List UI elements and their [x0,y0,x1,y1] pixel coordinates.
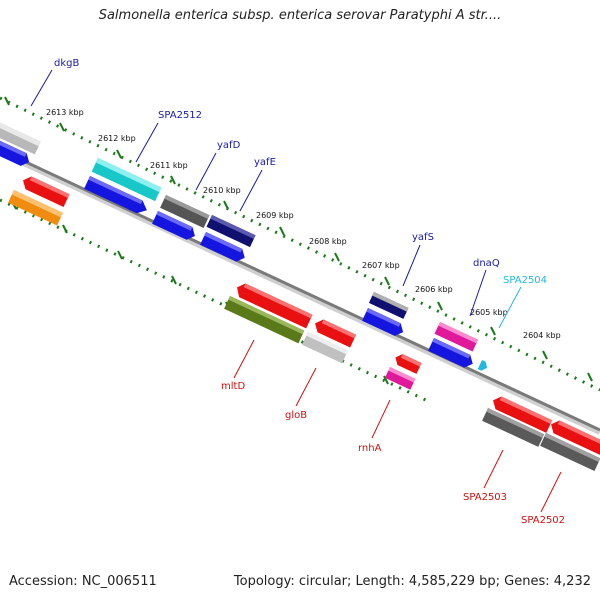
gene-feature[interactable] [160,195,210,228]
gene-feature[interactable] [302,332,348,364]
gene-feature[interactable] [477,360,489,372]
forward-genes [0,117,489,372]
genome-title: Salmonella enterica subsp. enterica sero… [98,8,502,23]
gene-label-yafS[interactable]: yafS [412,232,434,243]
gene-feature[interactable] [362,308,406,338]
genome-summary-text: Topology: circular; Length: 4,585,229 bp… [233,574,591,589]
gene-label-gloB[interactable]: gloB [285,410,307,421]
gene-feature[interactable] [482,408,545,447]
gene-feature[interactable] [434,322,479,352]
gene-feature[interactable] [0,138,32,168]
gene-feature[interactable] [84,176,150,217]
tick-label: 2611 kbp [150,161,188,170]
gene-feature[interactable] [200,232,248,264]
gene-feature[interactable] [8,190,63,226]
gene-feature[interactable] [428,338,476,370]
tick-label: 2604 kbp [523,331,561,340]
outer-ticks [4,96,593,382]
gene-feature[interactable] [0,117,41,155]
outer-dotted-ring [0,96,600,392]
gene-feature[interactable] [540,433,600,472]
gene-feature[interactable] [234,281,313,329]
tick-label: 2613 kbp [46,108,84,117]
backbone-shadow [0,149,600,435]
gene-feature[interactable] [490,394,553,433]
gene-feature[interactable] [384,367,416,390]
gene-feature[interactable] [206,215,256,248]
gene-feature[interactable] [20,174,70,207]
accession-text: Accession: NC_006511 [9,574,157,589]
gene-label-SPA2503[interactable]: SPA2503 [463,492,507,503]
gene-label-rnhA[interactable]: rnhA [358,443,382,454]
gene-label-SPA2512[interactable]: SPA2512 [158,110,202,121]
gene-label-mltD[interactable]: mltD [221,381,245,392]
gene-labels: dkgB SPA2512 yafD yafE yafS dnaQ SPA2504… [30,58,565,526]
gene-feature[interactable] [368,292,409,319]
tick-label: 2610 kbp [203,186,241,195]
gene-feature[interactable] [312,317,357,348]
backbone [0,148,600,432]
gene-feature[interactable] [224,296,305,344]
gene-feature[interactable] [152,211,198,242]
gene-label-SPA2504[interactable]: SPA2504 [503,275,547,286]
gene-label-yafD[interactable]: yafD [217,140,241,151]
gene-label-yafE[interactable]: yafE [254,157,276,168]
tick-label: 2606 kbp [415,285,453,294]
gene-feature[interactable] [548,418,600,457]
reverse-genes [8,174,600,472]
tick-label: 2609 kbp [256,211,294,220]
tick-label: 2605 kbp [470,308,508,317]
tick-label: 2612 kbp [98,134,136,143]
tick-label: 2607 kbp [362,261,400,270]
gene-label-SPA2502[interactable]: SPA2502 [521,515,565,526]
gene-feature[interactable] [91,158,162,202]
gene-feature[interactable] [393,352,422,374]
kbp-labels: 2613 kbp 2612 kbp 2611 kbp 2610 kbp 2609… [46,108,561,340]
gene-label-dkgB[interactable]: dkgB [54,58,79,69]
tick-label: 2608 kbp [309,237,347,246]
gene-label-dnaQ[interactable]: dnaQ [473,258,500,269]
